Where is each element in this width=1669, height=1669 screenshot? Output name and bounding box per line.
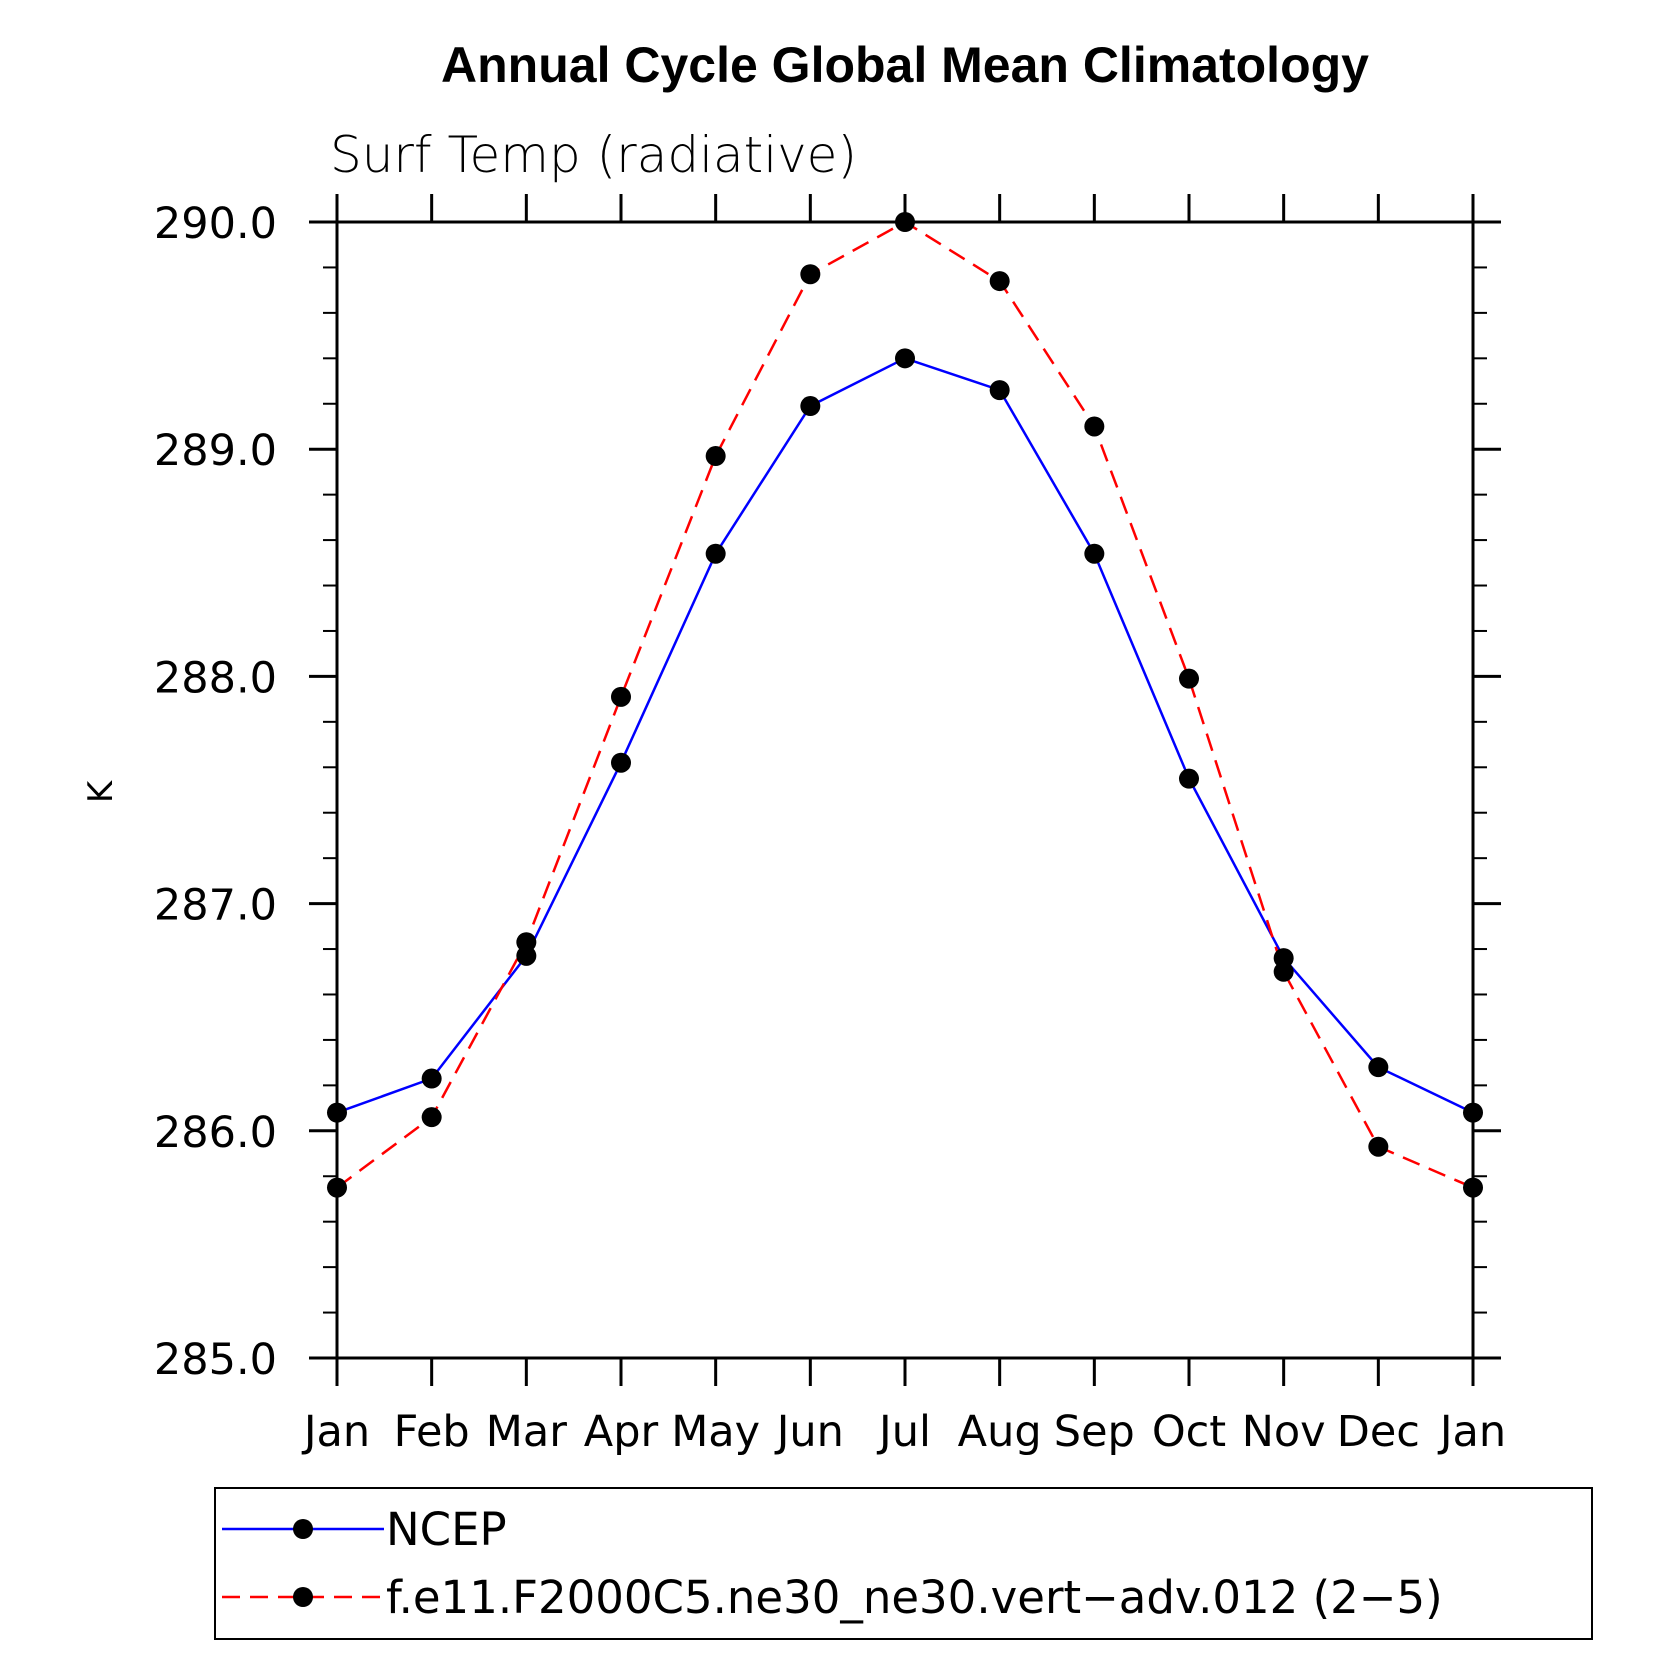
legend: NCEP f.e11.F2000C5.ne30_ne30.vert−adv.01… bbox=[214, 1487, 1593, 1640]
y-tick-label: 287.0 bbox=[154, 881, 277, 931]
data-point-ncep bbox=[705, 543, 726, 564]
x-tick-label: Feb bbox=[394, 1407, 470, 1457]
y-tick-label: 288.0 bbox=[154, 653, 277, 703]
data-point-model bbox=[1273, 961, 1294, 982]
x-tick-label: Jan bbox=[1437, 1407, 1506, 1457]
legend-label-model: f.e11.F2000C5.ne30_ne30.vert−adv.012 (2−… bbox=[386, 1571, 1443, 1624]
x-tick-label: Nov bbox=[1242, 1407, 1326, 1457]
chart-title: Annual Cycle Global Mean Climatology bbox=[441, 37, 1369, 93]
data-point-model bbox=[1084, 416, 1105, 437]
series-line-ncep bbox=[336, 356, 1474, 1114]
data-point-model bbox=[611, 686, 631, 707]
data-point-ncep bbox=[1084, 543, 1105, 564]
x-tick-label: Dec bbox=[1337, 1407, 1420, 1457]
y-tick-label: 289.0 bbox=[154, 426, 277, 476]
data-point-model bbox=[1368, 1136, 1389, 1157]
data-point-ncep bbox=[989, 380, 1010, 401]
y-axis-label: K bbox=[81, 779, 121, 803]
x-tick-label: May bbox=[671, 1407, 760, 1457]
legend-label-ncep: NCEP bbox=[386, 1503, 507, 1556]
legend-marker-ncep bbox=[293, 1519, 313, 1539]
y-tick-label: 286.0 bbox=[154, 1108, 277, 1158]
data-point-ncep bbox=[895, 348, 915, 369]
data-point-model bbox=[989, 271, 1010, 292]
x-tick-label: Apr bbox=[584, 1407, 659, 1457]
data-point-model bbox=[895, 212, 915, 232]
data-point-ncep bbox=[1179, 768, 1199, 789]
y-tick-label: 290.0 bbox=[154, 199, 277, 249]
x-tick-label: Jan bbox=[301, 1407, 370, 1457]
axes: Jan Feb Mar Apr May Jun Jul Aug Sep Oct Nov Dec Jan 2… bbox=[154, 194, 1506, 1457]
data-point-model bbox=[516, 932, 537, 953]
legend-marker-model bbox=[293, 1587, 313, 1607]
data-point-model bbox=[1179, 668, 1199, 689]
data-point-model bbox=[421, 1107, 442, 1128]
plot-frame bbox=[335, 220, 1475, 1360]
x-tick-label: Sep bbox=[1054, 1407, 1135, 1457]
x-tick-label: Aug bbox=[958, 1407, 1042, 1457]
data-point-model bbox=[800, 264, 821, 285]
x-tick-label: Oct bbox=[1152, 1407, 1226, 1457]
data-point-model bbox=[1463, 1177, 1483, 1198]
data-point-ncep bbox=[1463, 1102, 1483, 1123]
data-point-ncep bbox=[611, 752, 631, 773]
legend-box bbox=[214, 1487, 1593, 1640]
data-point-ncep bbox=[1368, 1057, 1389, 1078]
data-point-ncep bbox=[327, 1102, 347, 1123]
x-tick-label: Jun bbox=[774, 1407, 844, 1457]
y-tick-label: 285.0 bbox=[154, 1335, 277, 1385]
data-point-ncep bbox=[800, 396, 821, 417]
chart-subtitle: Surf Temp (radiative) bbox=[330, 126, 857, 184]
data-point-model bbox=[327, 1177, 347, 1198]
x-tick-label: Jul bbox=[876, 1407, 931, 1457]
data-point-model bbox=[705, 446, 726, 467]
x-tick-label: Mar bbox=[486, 1407, 567, 1457]
data-point-ncep bbox=[421, 1068, 442, 1089]
series-layer bbox=[327, 212, 1483, 1198]
